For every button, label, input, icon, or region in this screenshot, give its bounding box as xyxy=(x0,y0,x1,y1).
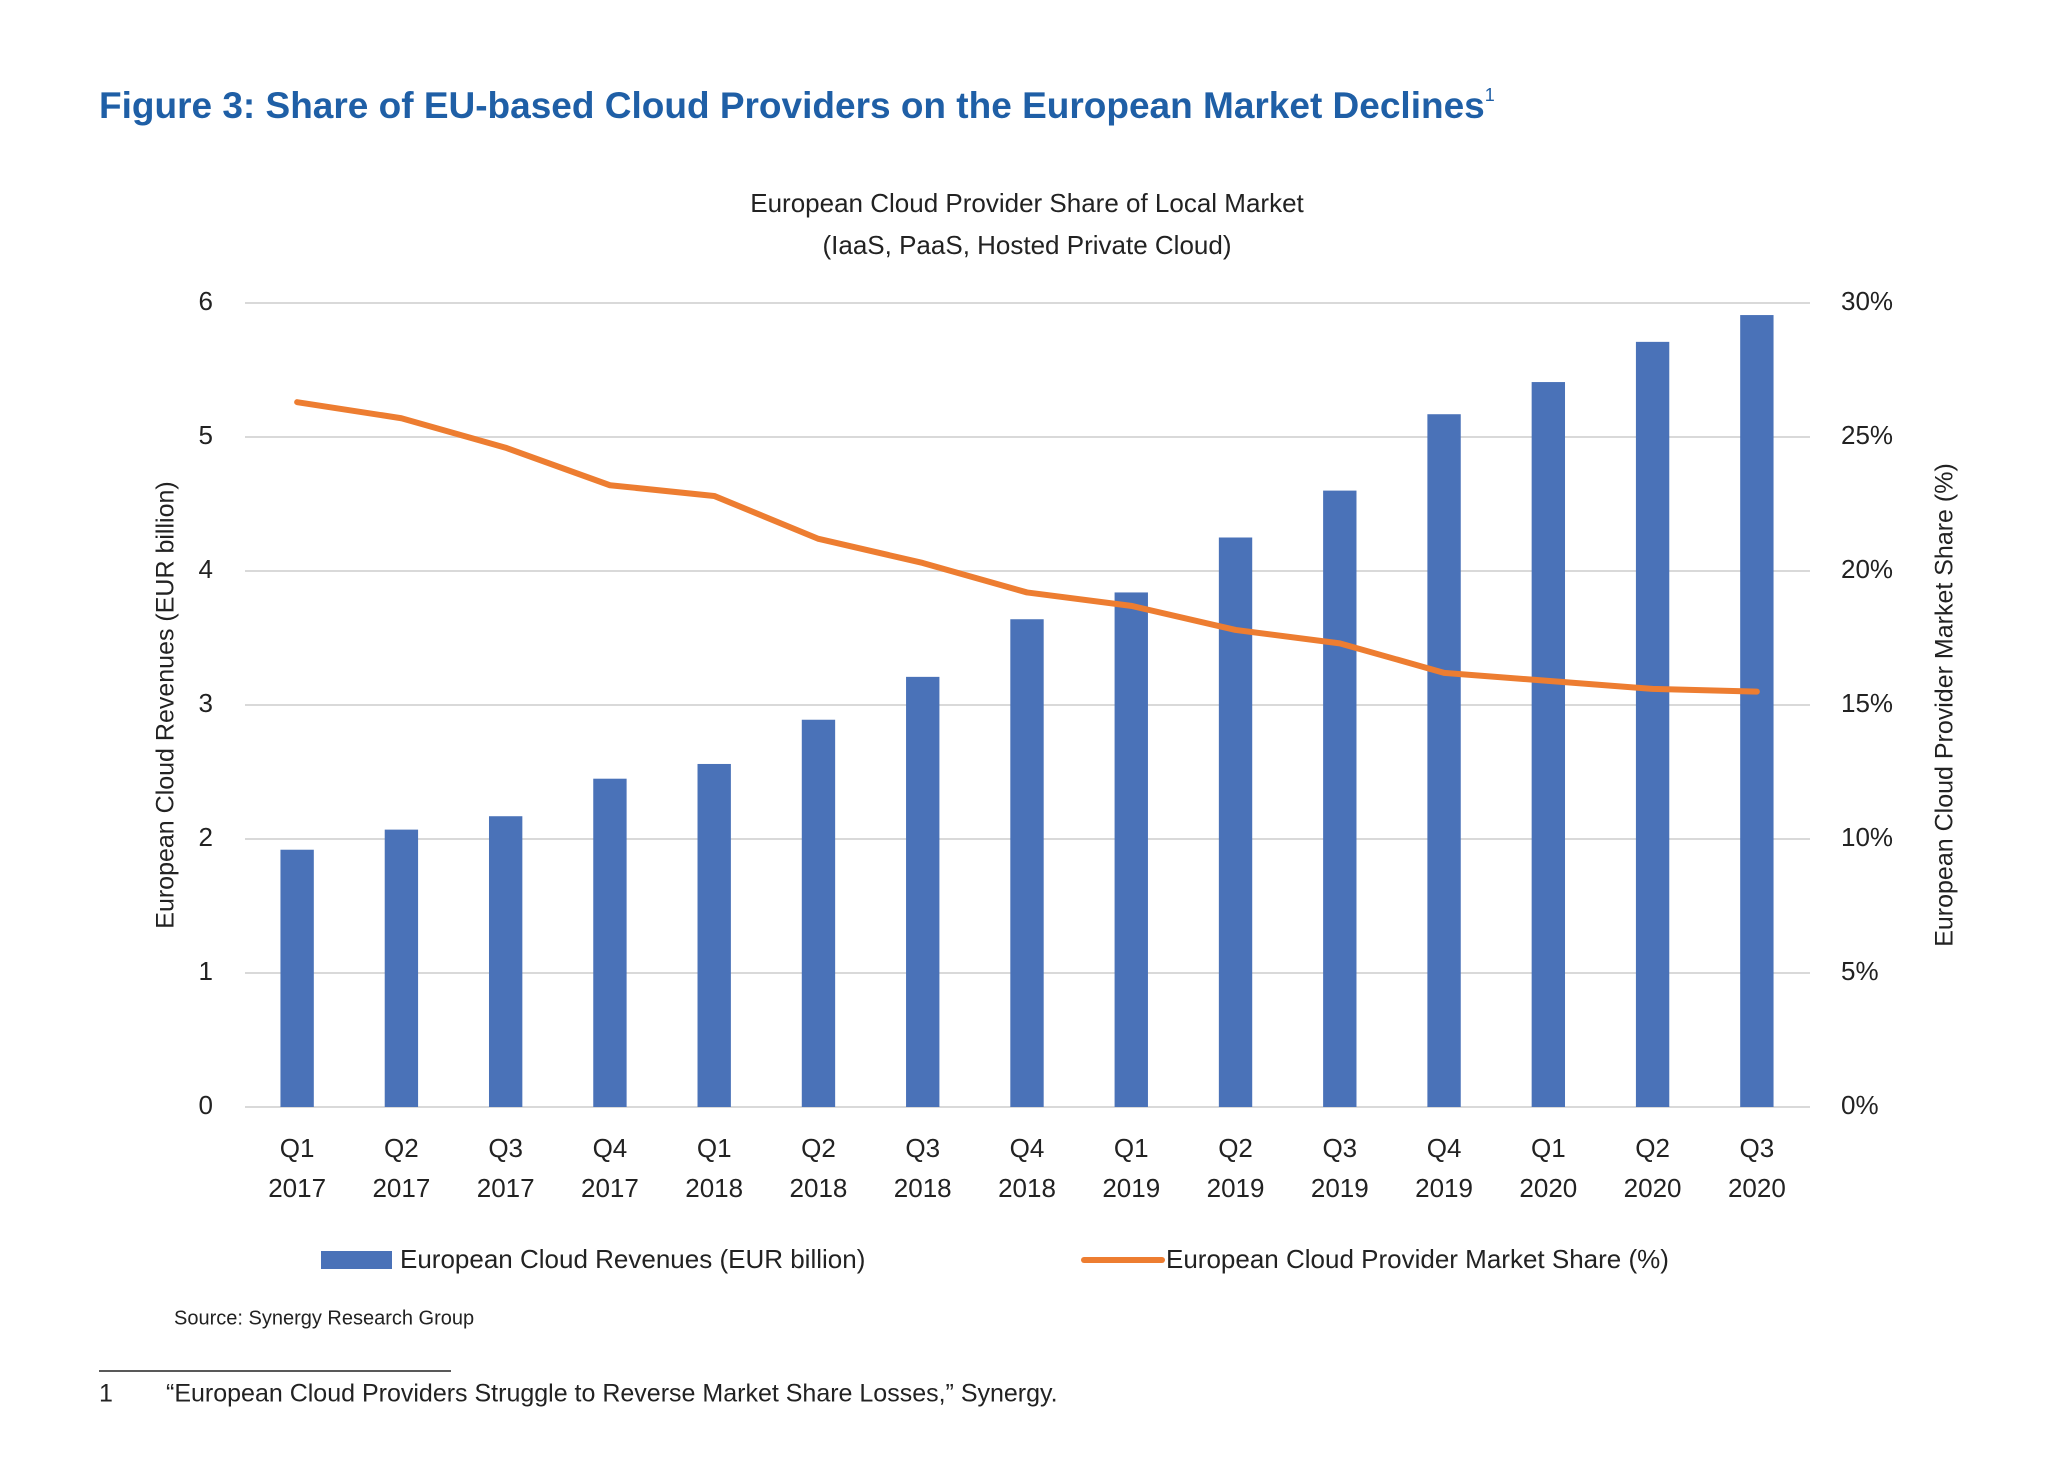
x-tick-label: 2018 xyxy=(998,1173,1056,1203)
x-tick-label: Q3 xyxy=(1322,1133,1357,1163)
x-tick-label: 2019 xyxy=(1102,1173,1160,1203)
y-tick-label: 1 xyxy=(199,956,213,986)
y2-tick-label: 0% xyxy=(1841,1090,1879,1120)
legend-label: European Cloud Provider Market Share (%) xyxy=(1166,1244,1669,1274)
bar xyxy=(1740,315,1774,1107)
bar xyxy=(488,816,523,1107)
x-tick-label: 2018 xyxy=(894,1173,952,1203)
y-tick-label: 4 xyxy=(199,554,213,584)
y2-tick-label: 25% xyxy=(1841,420,1893,450)
x-tick-label: 2017 xyxy=(372,1173,430,1203)
y-tick-label: 3 xyxy=(199,688,213,718)
x-tick-label: Q2 xyxy=(801,1133,836,1163)
chart-title: European Cloud Provider Share of Local M… xyxy=(750,188,1304,218)
legend-label: European Cloud Revenues (EUR billion) xyxy=(400,1244,865,1274)
x-tick-label: Q3 xyxy=(488,1133,523,1163)
x-tick-label: Q1 xyxy=(1114,1133,1149,1163)
x-tick-label: Q4 xyxy=(1427,1133,1462,1163)
bar xyxy=(1323,490,1357,1108)
x-tick-label: 2019 xyxy=(1311,1173,1369,1203)
bar xyxy=(593,778,627,1107)
y-tick-label: 6 xyxy=(199,286,213,316)
bar xyxy=(1427,414,1461,1108)
x-tick-label: 2020 xyxy=(1519,1173,1577,1203)
y2-tick-label: 5% xyxy=(1841,956,1879,986)
bar xyxy=(384,829,419,1107)
y2-axis-label: European Cloud Provider Market Share (%) xyxy=(1931,463,1959,947)
x-tick-label: 2020 xyxy=(1728,1173,1786,1203)
x-tick-label: 2017 xyxy=(268,1173,326,1203)
bar xyxy=(280,849,314,1107)
x-tick-label: 2020 xyxy=(1624,1173,1682,1203)
x-tick-label: Q2 xyxy=(1635,1133,1670,1163)
x-tick-label: Q1 xyxy=(1531,1133,1566,1163)
x-tick-label: Q1 xyxy=(697,1133,732,1163)
bar xyxy=(906,676,940,1107)
footnote-number: 1 xyxy=(99,1380,113,1408)
x-tick-label: Q2 xyxy=(384,1133,419,1163)
bar xyxy=(1531,382,1566,1107)
figure-title: Figure 3: Share of EU-based Cloud Provid… xyxy=(99,85,1495,126)
x-tick-label: Q3 xyxy=(1740,1133,1775,1163)
y2-tick-label: 20% xyxy=(1841,554,1893,584)
bar xyxy=(1010,619,1044,1107)
x-tick-label: 2017 xyxy=(477,1173,535,1203)
x-tick-label: Q3 xyxy=(905,1133,940,1163)
figure-title-text: Figure 3: Share of EU-based Cloud Provid… xyxy=(99,85,1485,126)
x-tick-label: Q2 xyxy=(1218,1133,1253,1163)
y2-tick-label: 15% xyxy=(1841,688,1893,718)
y-axis-label: European Cloud Revenues (EUR billion) xyxy=(152,481,180,928)
x-tick-label: 2019 xyxy=(1415,1173,1473,1203)
x-tick-label: Q4 xyxy=(1010,1133,1045,1163)
bar xyxy=(1114,592,1148,1107)
x-tick-label: 2018 xyxy=(790,1173,848,1203)
bar xyxy=(1218,537,1253,1107)
x-tick-label: 2017 xyxy=(581,1173,639,1203)
bar xyxy=(801,719,836,1107)
footnote-mark: 1 xyxy=(1485,85,1495,105)
source: Source: Synergy Research Group xyxy=(174,1307,474,1329)
footnote-text: “European Cloud Providers Struggle to Re… xyxy=(166,1380,1058,1408)
y2-tick-label: 10% xyxy=(1841,822,1893,852)
y-tick-label: 5 xyxy=(199,420,213,450)
y-tick-label: 0 xyxy=(199,1090,213,1120)
chart-subtitle: (IaaS, PaaS, Hosted Private Cloud) xyxy=(823,230,1232,260)
bar xyxy=(697,763,731,1107)
bar xyxy=(1635,341,1670,1107)
x-tick-label: Q4 xyxy=(593,1133,628,1163)
x-tick-label: Q1 xyxy=(280,1133,315,1163)
x-tick-label: 2019 xyxy=(1207,1173,1265,1203)
y-tick-label: 2 xyxy=(199,822,213,852)
legend-swatch xyxy=(321,1251,392,1269)
line xyxy=(294,399,1760,695)
x-tick-label: 2018 xyxy=(685,1173,743,1203)
y2-tick-label: 30% xyxy=(1841,286,1893,316)
